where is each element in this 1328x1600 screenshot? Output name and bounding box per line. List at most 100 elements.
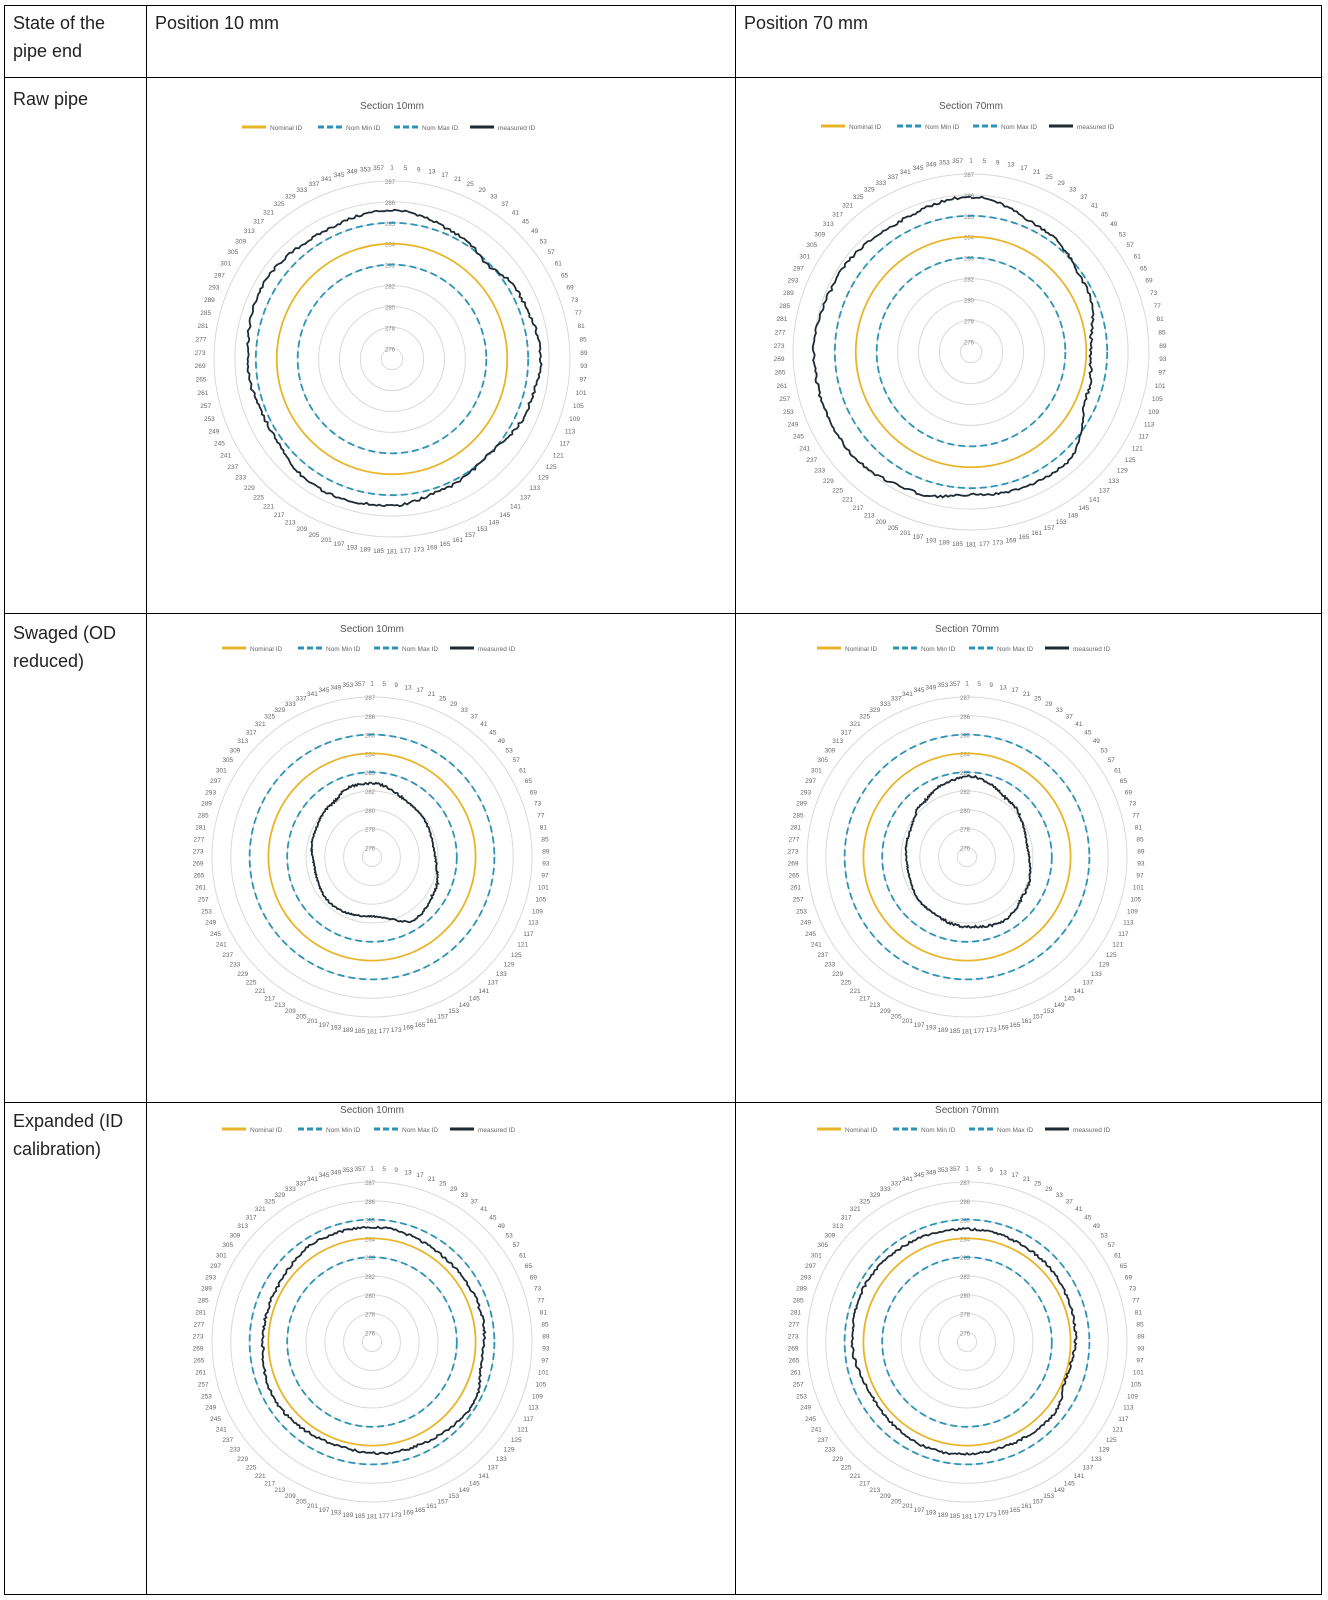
grid-ring [919, 809, 1015, 905]
angle-label: 25 [439, 1181, 447, 1188]
angle-label: 341 [307, 1176, 318, 1183]
angle-label: 321 [850, 1206, 861, 1213]
angle-label: 17 [441, 172, 449, 179]
angle-label: 125 [511, 952, 522, 959]
grid-ring [267, 752, 477, 962]
angle-label: 357 [949, 1166, 960, 1173]
angle-label: 209 [285, 1008, 296, 1015]
radial-tick-label: 283 [365, 771, 376, 777]
angle-label: 281 [197, 323, 208, 330]
angle-label: 189 [939, 540, 950, 547]
nom-min-ring [875, 256, 1067, 448]
angle-label: 157 [1044, 525, 1055, 532]
angle-label: 281 [790, 824, 801, 831]
angle-label: 113 [1123, 1405, 1134, 1412]
nom-min-ring [881, 1256, 1053, 1428]
angle-label: 341 [307, 691, 318, 698]
radial-tick-label: 287 [385, 180, 396, 186]
angle-label: 173 [992, 540, 1003, 547]
legend-label: Nominal ID [845, 1127, 877, 1134]
grid-ring [806, 696, 1128, 1018]
angle-label: 333 [285, 1186, 296, 1193]
angle-label: 201 [902, 1018, 913, 1025]
angle-label: 189 [342, 1027, 353, 1034]
angle-label: 169 [998, 1025, 1009, 1032]
angle-label: 53 [540, 238, 548, 245]
angle-label: 105 [1130, 897, 1141, 904]
radial-tick-label: 285 [365, 1219, 376, 1225]
angle-label: 273 [195, 350, 206, 357]
grid-ring [900, 1275, 1034, 1409]
angle-label: 137 [1082, 1465, 1093, 1472]
angle-label: 17 [1011, 687, 1019, 694]
angle-label: 253 [201, 908, 212, 915]
angle-label: 29 [450, 1186, 458, 1193]
angle-label: 125 [546, 464, 557, 471]
angle-label: 137 [487, 1465, 498, 1472]
angle-label: 317 [246, 1214, 257, 1221]
angle-label: 273 [193, 848, 204, 855]
angle-label: 181 [962, 1514, 973, 1521]
angle-label: 37 [1066, 714, 1074, 721]
angle-label: 97 [1158, 370, 1166, 377]
radar-chart-svg: Section 70mm Nominal ID Nom Min ID Nom Max … [788, 1105, 1145, 1521]
grid-ring [211, 1181, 533, 1503]
angle-label: 229 [237, 971, 248, 978]
angle-label: 125 [1106, 952, 1117, 959]
nom-max-ring [833, 214, 1109, 490]
angle-label: 121 [1132, 446, 1143, 453]
angle-label: 125 [1106, 1437, 1117, 1444]
angle-label: 341 [902, 691, 913, 698]
grid-ring [855, 236, 1087, 468]
angle-label: 285 [198, 1297, 209, 1304]
angle-label: 169 [998, 1510, 1009, 1517]
angle-label: 17 [416, 687, 424, 694]
angle-label: 265 [789, 1358, 800, 1365]
angle-label: 33 [461, 707, 469, 714]
angle-label: 345 [914, 1172, 925, 1179]
angle-label: 237 [222, 952, 233, 959]
angle-label: 5 [404, 165, 408, 172]
angle-label: 157 [437, 1013, 448, 1020]
radial-tick-label: 283 [960, 771, 971, 777]
angle-label: 97 [1136, 1358, 1144, 1365]
angle-label: 225 [832, 488, 843, 495]
angle-label: 21 [1023, 691, 1031, 698]
angle-label: 217 [853, 505, 864, 512]
angle-label: 333 [285, 701, 296, 708]
angle-label: 233 [824, 1447, 835, 1454]
radial-tick-label: 282 [960, 790, 971, 796]
angle-label: 301 [811, 1253, 822, 1260]
chart-title: Section 10mm [360, 101, 424, 112]
angle-label: 329 [864, 187, 875, 194]
angle-label: 185 [373, 548, 384, 555]
angle-label: 341 [900, 169, 911, 176]
angle-label: 177 [379, 1028, 390, 1035]
radial-tick-label: 283 [960, 1256, 971, 1262]
measured-id-line [850, 1226, 1078, 1456]
angle-label: 173 [986, 1512, 997, 1519]
radial-tick-label: 284 [385, 243, 396, 249]
angle-label: 125 [511, 1437, 522, 1444]
angle-label: 245 [805, 931, 816, 938]
angle-label: 49 [531, 228, 539, 235]
angle-label: 37 [471, 1199, 479, 1206]
angle-label: 1 [965, 681, 969, 688]
angle-label: 325 [264, 1199, 275, 1206]
grid-ring [230, 1200, 514, 1484]
grid-ring [267, 1237, 477, 1447]
angle-label: 357 [354, 1166, 365, 1173]
angle-label: 177 [974, 1028, 985, 1035]
radial-tick-label: 286 [960, 715, 971, 721]
angle-label: 289 [204, 297, 215, 304]
legend-label: Nominal ID [845, 646, 877, 653]
nominal-ring [862, 1237, 1072, 1447]
angle-label: 21 [1033, 169, 1041, 176]
angle-label: 357 [354, 681, 365, 688]
legend-label: Nom Min ID [326, 646, 361, 653]
angle-label: 9 [394, 1167, 398, 1174]
angle-label: 277 [194, 836, 205, 843]
angle-label: 285 [200, 310, 211, 317]
angle-label: 149 [459, 1002, 470, 1009]
row-label-expanded: Expanded (ID calibration) [13, 1111, 124, 1159]
